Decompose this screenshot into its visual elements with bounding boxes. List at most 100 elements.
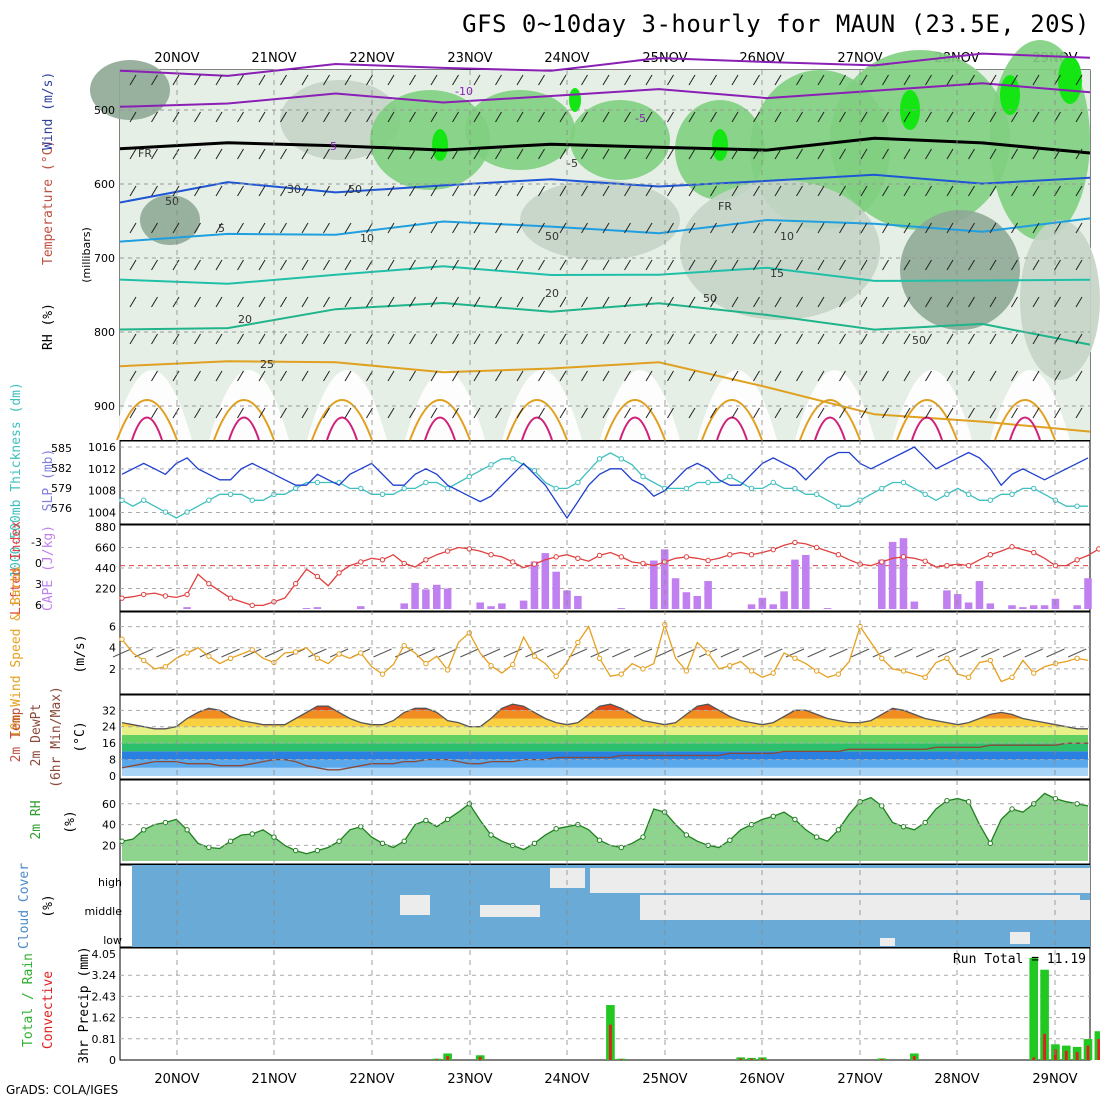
wind-barb xyxy=(989,407,997,419)
contour-label: 50 xyxy=(703,292,717,305)
cape-bar xyxy=(660,549,669,609)
cape-bar xyxy=(530,561,539,609)
wind-barb xyxy=(710,111,717,123)
wind-barb xyxy=(774,222,782,234)
clear-sky-area xyxy=(480,905,540,917)
thickness-line-point xyxy=(965,491,972,498)
thickness-line-point xyxy=(227,491,234,498)
cape-bar xyxy=(1019,607,1027,609)
wind-barb xyxy=(215,74,223,86)
lifted-index-line-point xyxy=(727,552,733,558)
wind-barb xyxy=(495,259,502,271)
y-tick-precip: 0 xyxy=(109,1054,116,1067)
cape-bar xyxy=(1051,598,1060,609)
wind-speed-line-point xyxy=(618,671,624,677)
lifted-index-line-point xyxy=(162,593,169,599)
wind-barb xyxy=(581,407,588,419)
wind-barb xyxy=(1054,370,1061,382)
contour-label: -10 xyxy=(455,85,473,98)
wind-barb xyxy=(602,111,610,123)
wind-barb xyxy=(710,333,717,345)
wind-barb xyxy=(258,148,266,160)
clear-sky-area xyxy=(1010,932,1030,944)
precip-unit: 3hr Precip (mm) xyxy=(77,946,92,1063)
wind-barb xyxy=(473,407,481,419)
cape-bar xyxy=(1084,578,1092,609)
wind-barb xyxy=(1075,185,1083,197)
wind-barb xyxy=(925,370,932,382)
wind-barb xyxy=(258,74,266,86)
lifted-index-line-point xyxy=(618,554,624,560)
wind-barb xyxy=(903,74,911,86)
rh-line-point xyxy=(531,840,538,847)
wind-barb xyxy=(151,333,158,345)
panel-frame-temperature xyxy=(119,694,1091,780)
wind-barb xyxy=(1011,296,1018,308)
wind-barb xyxy=(215,222,223,234)
wind-barb xyxy=(538,111,545,123)
precip-total-bar xyxy=(1029,957,1039,1060)
lifted-index-line-point xyxy=(748,552,755,558)
wind-barb xyxy=(301,74,309,86)
wind-barb xyxy=(925,333,932,345)
wind-barb xyxy=(538,296,545,308)
wind-barb xyxy=(774,296,782,308)
wind-barb xyxy=(559,333,567,345)
wind-barb xyxy=(1032,222,1040,234)
cape-bar xyxy=(617,608,626,609)
temp-band xyxy=(122,710,1088,719)
rh-area xyxy=(570,100,670,180)
cape-bar xyxy=(563,590,571,609)
wind-barb xyxy=(839,407,846,419)
wind-barb xyxy=(590,648,609,658)
wind-barb xyxy=(366,222,373,234)
wind-barb xyxy=(946,259,954,271)
contour-label: 50 xyxy=(165,195,179,208)
lifted-index-line-point xyxy=(1031,549,1037,556)
y-tick-precip: 4.05 xyxy=(92,948,117,961)
wind-barb xyxy=(546,648,566,658)
cape-bar xyxy=(313,607,322,609)
y-tick-li: 0 xyxy=(35,557,42,570)
wind-barb xyxy=(495,370,502,382)
isotherm-line xyxy=(228,416,260,441)
wind-barb xyxy=(882,370,889,382)
cloud-unit: (%) xyxy=(41,894,56,917)
rh-area xyxy=(465,90,575,170)
rh-line-point xyxy=(618,844,624,851)
rh-line-point xyxy=(206,844,212,851)
wind-barb xyxy=(1011,370,1018,382)
wind-barb xyxy=(860,74,868,86)
rh-max-area xyxy=(1000,75,1020,115)
wind-barb xyxy=(194,148,201,160)
wind-barb xyxy=(495,185,502,197)
wind-barb xyxy=(817,370,825,382)
y-tick-profile: 600 xyxy=(94,178,115,191)
wind-barb xyxy=(1075,111,1083,123)
rh-line-point xyxy=(900,823,907,830)
dry-dome xyxy=(209,370,289,440)
wind-speed-line-point xyxy=(944,655,950,661)
wind-barb xyxy=(172,259,180,271)
wind-barb xyxy=(323,370,330,382)
wind-barb xyxy=(237,148,244,160)
dry-dome xyxy=(307,370,387,440)
x-tick-top: 20NOV xyxy=(154,51,199,66)
x-tick-bottom: 26NOV xyxy=(739,1072,784,1087)
wind-barb xyxy=(731,296,739,308)
thickness-line-point xyxy=(379,491,386,498)
wind-barb xyxy=(323,333,330,345)
wind-barb xyxy=(416,648,436,658)
lifted-index-line-point xyxy=(683,554,690,560)
cape-bar xyxy=(183,607,191,609)
rh-line-point xyxy=(596,837,603,843)
wind-barb xyxy=(538,222,545,234)
lifted-index-line-point xyxy=(900,554,907,560)
wind-barb xyxy=(753,222,760,234)
wind-barb xyxy=(344,74,352,86)
wind-barb xyxy=(409,259,416,271)
cape-bar xyxy=(769,604,778,609)
wind-barb xyxy=(1054,296,1061,308)
panel-frame-pressure xyxy=(119,440,1091,525)
wind-barb xyxy=(645,370,653,382)
